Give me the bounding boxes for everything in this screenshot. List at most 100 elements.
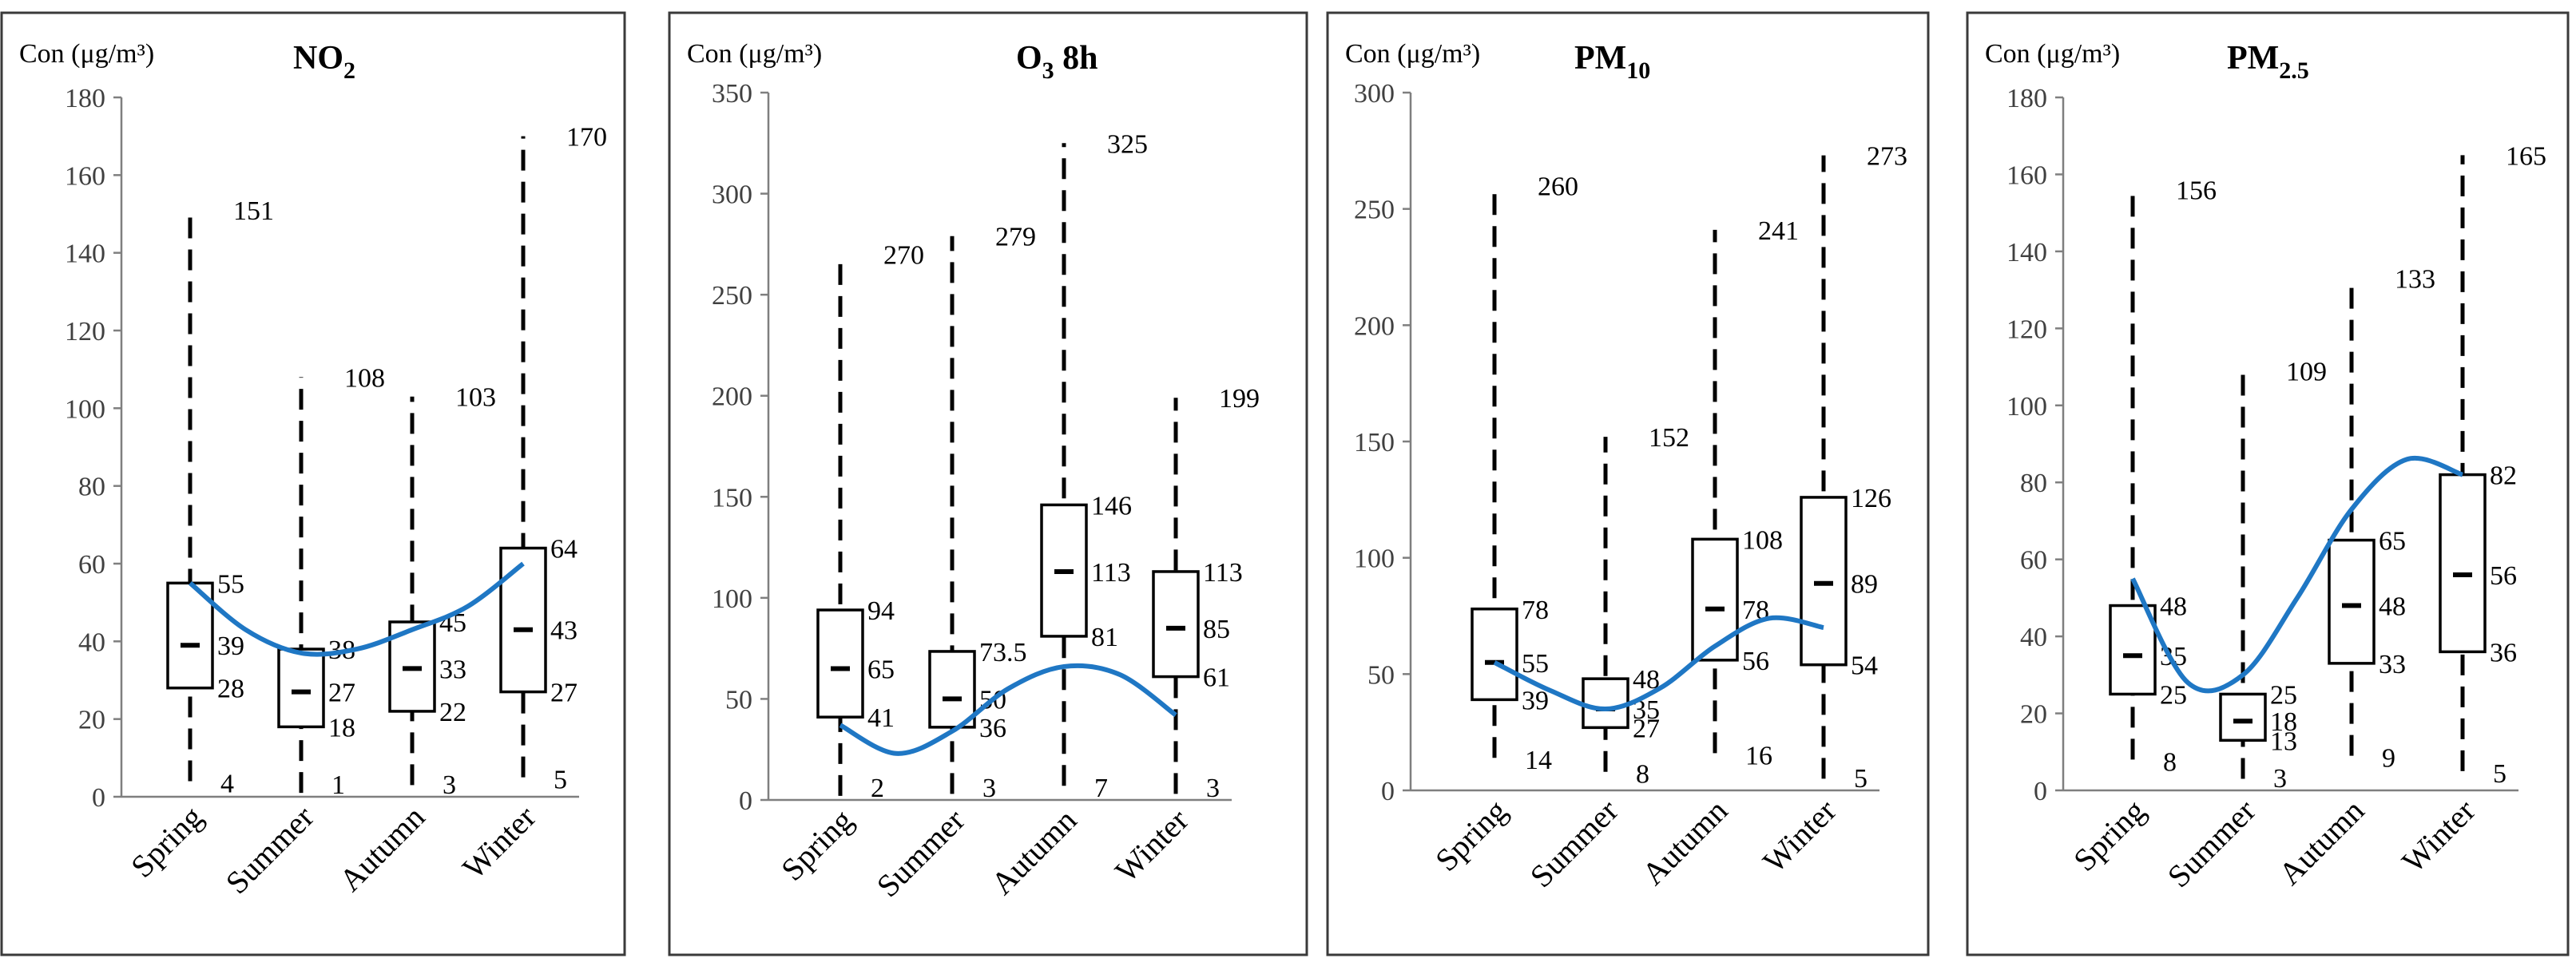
max-value-label: 270 [883, 241, 924, 271]
q1-value-label: 27 [1633, 714, 1660, 743]
chart-title-subscript: 10 [1626, 57, 1650, 84]
median-value-label: 55 [1522, 649, 1549, 679]
q1-value-label: 33 [2379, 650, 2406, 679]
q3-value-label: 126 [1851, 484, 1891, 513]
y-tick-label: 200 [712, 382, 752, 412]
y-tick-label: 150 [1354, 428, 1395, 457]
max-value-label: 156 [2176, 176, 2217, 206]
chart-title-subscript: 2 [343, 57, 355, 84]
median-value-label: 48 [2379, 592, 2406, 622]
max-value-label: 109 [2286, 357, 2327, 386]
min-value-label: 9 [2382, 744, 2395, 774]
y-tick-label: 80 [78, 473, 105, 502]
chart-title-main: PM [2227, 40, 2279, 77]
min-value-label: 16 [1745, 741, 1772, 770]
q1-value-label: 39 [1522, 686, 1549, 715]
box-iqr [2109, 604, 2157, 696]
q3-value-label: 82 [2490, 461, 2517, 491]
min-value-label: 7 [1094, 774, 1108, 803]
q3-value-label: 78 [1522, 596, 1549, 625]
q1-value-label: 36 [979, 714, 1006, 743]
q3-value-label: 64 [550, 535, 578, 564]
median-value-label: 27 [328, 679, 355, 708]
y-tick-label: 140 [65, 240, 105, 269]
max-value-label: 199 [1219, 384, 1260, 414]
y-tick-label: 20 [2020, 700, 2047, 730]
max-value-label: 260 [1538, 172, 1578, 202]
q1-value-label: 25 [2160, 680, 2187, 710]
y-tick-label: 100 [2006, 392, 2047, 422]
panel-frame [0, 11, 626, 956]
max-value-label: 108 [344, 363, 385, 393]
trend-curve [1493, 615, 1824, 712]
y-tick-label: 250 [1354, 196, 1395, 225]
chart-title-suffix: 8h [1054, 40, 1098, 77]
q1-value-label: 81 [1091, 623, 1118, 652]
max-value-label: 273 [1867, 142, 1907, 172]
min-value-label: 5 [554, 766, 567, 795]
min-value-label: 5 [2493, 759, 2507, 789]
chart-title: O3 8h [1016, 40, 1098, 84]
median-value-label: 65 [867, 655, 895, 684]
y-tick-label: 160 [2006, 160, 2047, 190]
median-value-label: 33 [439, 655, 466, 684]
q3-value-label: 108 [1742, 525, 1783, 555]
max-value-label: 325 [1107, 129, 1148, 159]
chart-title-main: O [1016, 40, 1042, 77]
chart-title-subscript: 2.5 [2279, 57, 2309, 84]
q3-value-label: 73.5 [979, 638, 1027, 667]
y-tick-label: 180 [2006, 84, 2047, 113]
max-value-label: 241 [1758, 216, 1799, 246]
max-value-label: 279 [995, 223, 1036, 252]
chart-panel-3: Con (μg/m³) PM100501001502002503002607855… [1326, 11, 1930, 956]
y-tick-label: 300 [712, 180, 752, 210]
min-value-label: 8 [2163, 747, 2177, 777]
y-tick-label: 300 [1354, 79, 1395, 109]
y-tick-label: 50 [725, 685, 752, 715]
y-tick-label: 200 [1354, 311, 1395, 341]
box-winter: 199 113 85 61 3 [1152, 384, 1260, 803]
y-tick-label: 100 [712, 584, 752, 614]
q3-value-label: 48 [2160, 592, 2187, 622]
max-value-label: 103 [455, 383, 496, 413]
y-tick-label: 60 [78, 550, 105, 580]
q3-value-label: 55 [217, 569, 244, 599]
max-value-label: 170 [566, 123, 607, 152]
median-value-label: 113 [1091, 558, 1131, 588]
q1-value-label: 54 [1851, 651, 1878, 681]
box-winter: 273 126 89 54 5 [1800, 142, 1907, 794]
median-value-label: 89 [1851, 570, 1878, 600]
y-tick-label: 50 [1367, 660, 1395, 690]
y-tick-label: 40 [78, 628, 105, 657]
box-iqr [2439, 473, 2487, 654]
chart-title-main: PM [1574, 40, 1626, 77]
q1-value-label: 41 [867, 703, 895, 733]
q1-value-label: 61 [1203, 663, 1230, 693]
y-tick-label: 120 [2006, 315, 2047, 344]
median-value-label: 56 [2490, 561, 2517, 591]
q1-value-label: 27 [550, 679, 578, 708]
q1-value-label: 36 [2490, 638, 2517, 667]
panel-frame [1326, 11, 1930, 956]
q1-value-label: 13 [2270, 727, 2297, 756]
chart-title-subscript: 3 [1042, 57, 1054, 84]
y-axis-label: Con (μg/m³) [687, 39, 822, 69]
y-tick-label: 150 [712, 483, 752, 513]
y-tick-label: 80 [2020, 469, 2047, 498]
box-iqr [1691, 537, 1739, 662]
chart-panel-2: Con (μg/m³) O3 8h050100150200250300350270… [668, 11, 1308, 956]
box-iqr [928, 650, 976, 729]
y-tick-label: 0 [2034, 777, 2047, 806]
y-axis-label: Con (μg/m³) [1985, 39, 2120, 69]
q3-value-label: 146 [1091, 491, 1132, 521]
box-spring: 151 55 39 28 4 [166, 196, 274, 799]
q3-value-label: 94 [867, 596, 895, 626]
box-winter: 170 64 43 27 5 [499, 123, 607, 795]
y-tick-label: 0 [739, 786, 752, 816]
chart-title: PM10 [1574, 40, 1650, 84]
max-value-label: 165 [2506, 141, 2546, 171]
